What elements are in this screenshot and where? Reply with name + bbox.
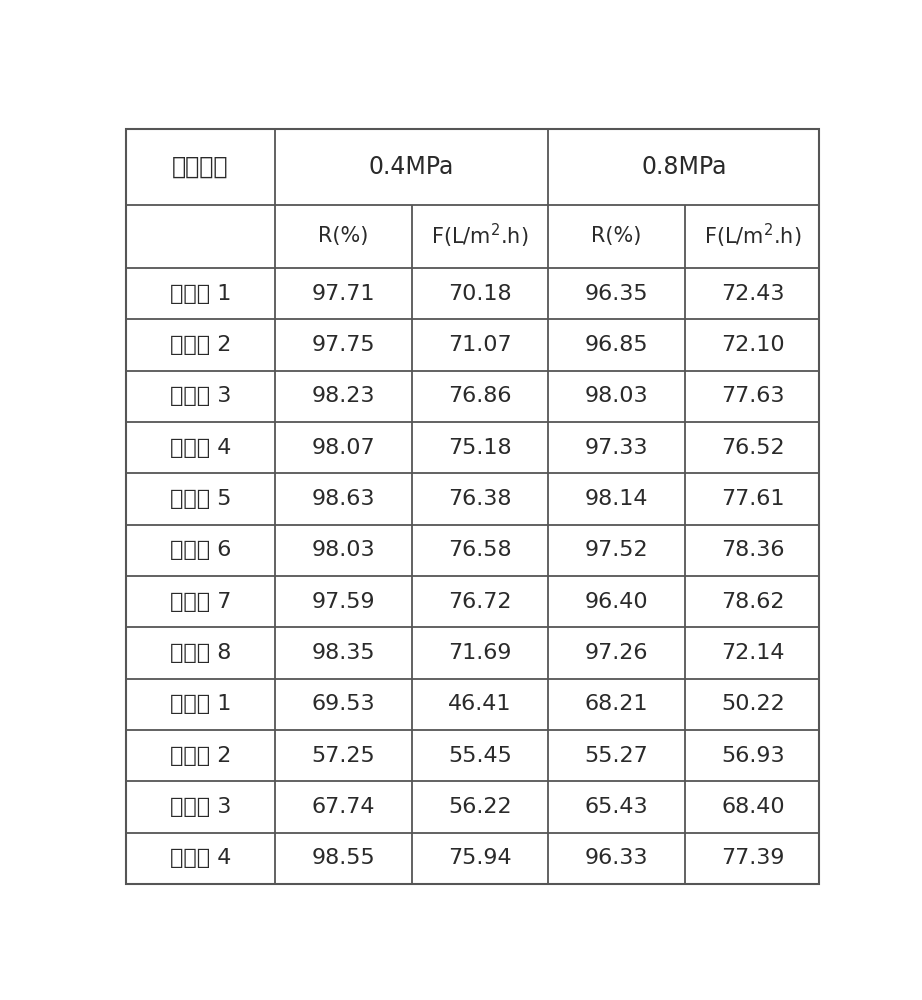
Text: 76.38: 76.38 bbox=[448, 489, 512, 509]
Text: 97.59: 97.59 bbox=[312, 592, 375, 612]
Text: 实施例 8: 实施例 8 bbox=[170, 643, 231, 663]
Text: 67.74: 67.74 bbox=[312, 797, 375, 817]
Text: 实施例 6: 实施例 6 bbox=[170, 540, 231, 560]
Text: 56.22: 56.22 bbox=[448, 797, 512, 817]
Text: 96.35: 96.35 bbox=[585, 284, 648, 304]
Text: F(L/m$^{2}$.h): F(L/m$^{2}$.h) bbox=[704, 222, 801, 250]
Text: 78.36: 78.36 bbox=[721, 540, 785, 560]
Text: 71.69: 71.69 bbox=[448, 643, 512, 663]
Text: 实施例 3: 实施例 3 bbox=[170, 386, 231, 406]
Text: 69.53: 69.53 bbox=[312, 694, 375, 714]
Text: 72.43: 72.43 bbox=[721, 284, 785, 304]
Text: 77.61: 77.61 bbox=[721, 489, 785, 509]
Text: 70.18: 70.18 bbox=[448, 284, 512, 304]
Text: 98.55: 98.55 bbox=[312, 848, 375, 868]
Text: 对比例 1: 对比例 1 bbox=[170, 694, 231, 714]
Text: 76.52: 76.52 bbox=[721, 438, 785, 458]
Text: 77.63: 77.63 bbox=[721, 386, 785, 406]
Text: 72.10: 72.10 bbox=[721, 335, 785, 355]
Text: 对比例 3: 对比例 3 bbox=[170, 797, 231, 817]
Text: 操作压力: 操作压力 bbox=[172, 155, 229, 179]
Text: 97.33: 97.33 bbox=[585, 438, 648, 458]
Text: 46.41: 46.41 bbox=[448, 694, 512, 714]
Text: 76.86: 76.86 bbox=[448, 386, 512, 406]
Text: R(%): R(%) bbox=[318, 226, 369, 246]
Text: 75.18: 75.18 bbox=[448, 438, 512, 458]
Text: F(L/m$^{2}$.h): F(L/m$^{2}$.h) bbox=[431, 222, 528, 250]
Text: 0.4MPa: 0.4MPa bbox=[369, 155, 455, 179]
Text: 78.62: 78.62 bbox=[721, 592, 785, 612]
Text: 98.23: 98.23 bbox=[312, 386, 375, 406]
Text: 76.58: 76.58 bbox=[448, 540, 512, 560]
Text: 97.75: 97.75 bbox=[312, 335, 375, 355]
Text: 对比例 2: 对比例 2 bbox=[170, 746, 231, 766]
Text: 98.03: 98.03 bbox=[585, 386, 648, 406]
Text: 98.35: 98.35 bbox=[312, 643, 375, 663]
Text: 实施例 7: 实施例 7 bbox=[170, 592, 231, 612]
Text: 77.39: 77.39 bbox=[721, 848, 785, 868]
Text: 97.26: 97.26 bbox=[585, 643, 648, 663]
Text: 50.22: 50.22 bbox=[721, 694, 785, 714]
Text: 97.52: 97.52 bbox=[585, 540, 648, 560]
Text: 实施例 1: 实施例 1 bbox=[170, 284, 231, 304]
Text: 96.33: 96.33 bbox=[585, 848, 648, 868]
Text: 对比例 4: 对比例 4 bbox=[170, 848, 231, 868]
Text: 98.63: 98.63 bbox=[312, 489, 375, 509]
Text: 96.85: 96.85 bbox=[585, 335, 648, 355]
Text: 55.27: 55.27 bbox=[585, 746, 648, 766]
Text: 实施例 5: 实施例 5 bbox=[170, 489, 231, 509]
Text: 98.03: 98.03 bbox=[312, 540, 375, 560]
Text: 实施例 2: 实施例 2 bbox=[170, 335, 231, 355]
Text: 55.45: 55.45 bbox=[448, 746, 512, 766]
Text: 71.07: 71.07 bbox=[448, 335, 512, 355]
Text: 97.71: 97.71 bbox=[312, 284, 375, 304]
Text: 75.94: 75.94 bbox=[448, 848, 512, 868]
Text: 68.21: 68.21 bbox=[585, 694, 648, 714]
Text: 76.72: 76.72 bbox=[448, 592, 512, 612]
Text: 72.14: 72.14 bbox=[721, 643, 785, 663]
Text: R(%): R(%) bbox=[591, 226, 642, 246]
Text: 98.07: 98.07 bbox=[312, 438, 375, 458]
Text: 96.40: 96.40 bbox=[585, 592, 648, 612]
Text: 57.25: 57.25 bbox=[312, 746, 375, 766]
Text: 65.43: 65.43 bbox=[585, 797, 648, 817]
Text: 98.14: 98.14 bbox=[585, 489, 648, 509]
Text: 68.40: 68.40 bbox=[721, 797, 785, 817]
Text: 56.93: 56.93 bbox=[721, 746, 785, 766]
Text: 实施例 4: 实施例 4 bbox=[170, 438, 231, 458]
Text: 0.8MPa: 0.8MPa bbox=[642, 155, 727, 179]
